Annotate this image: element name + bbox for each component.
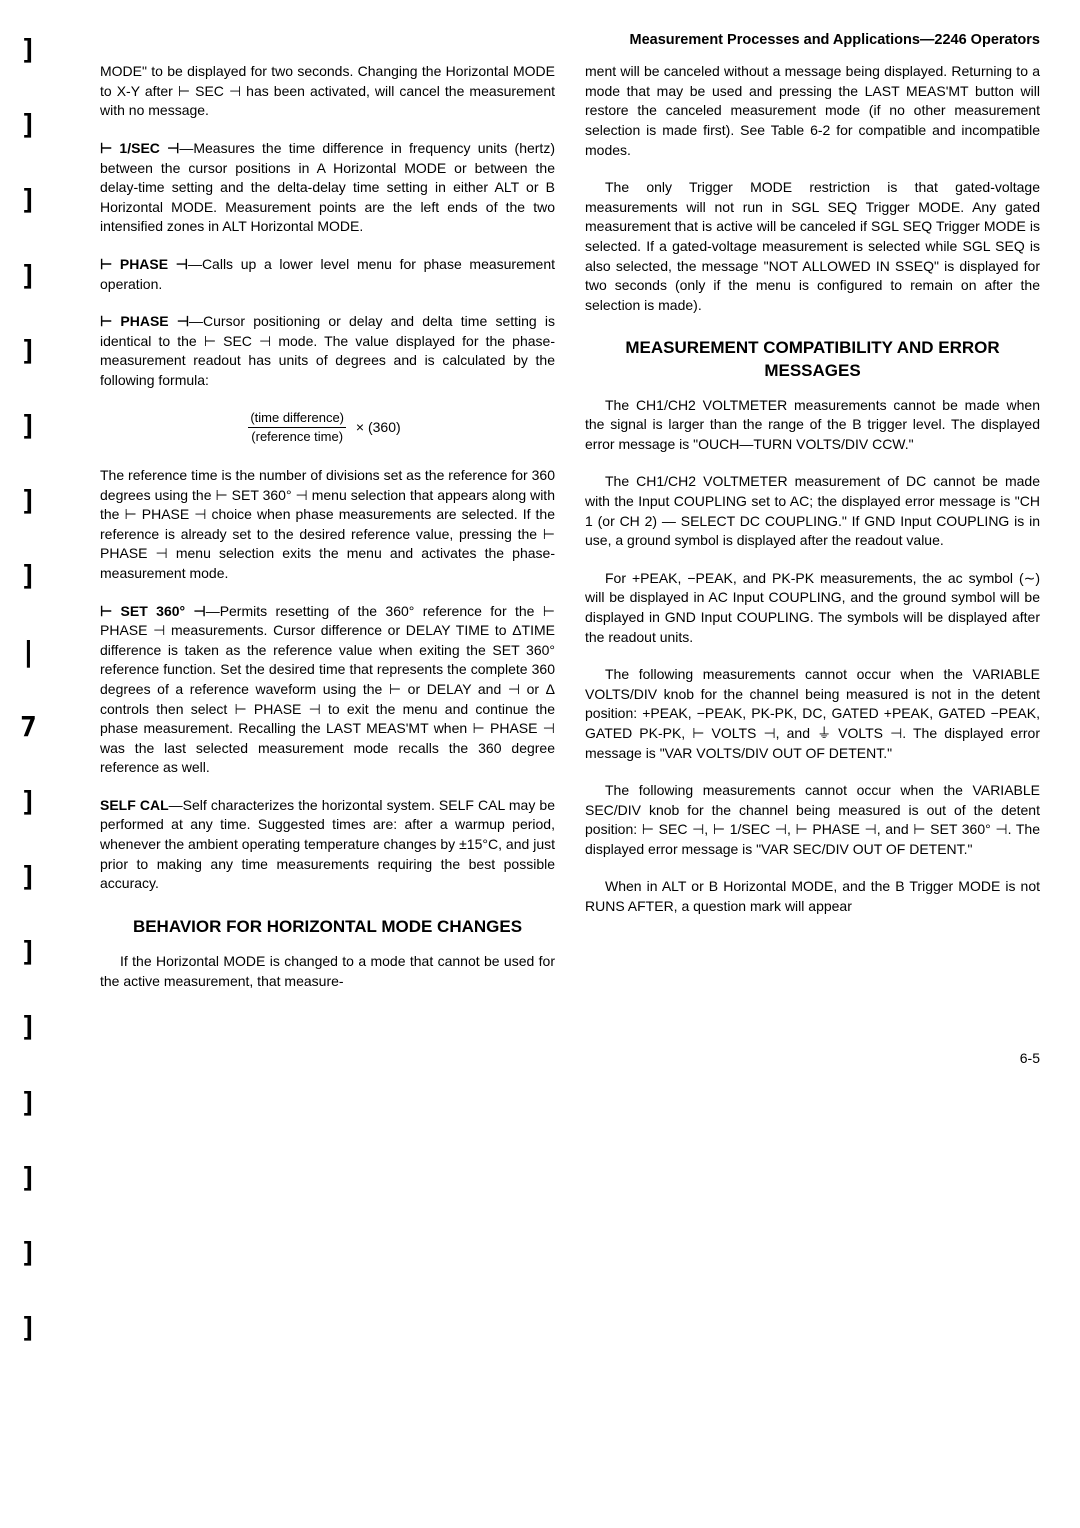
binding-hole-icon: ] [20,331,80,370]
binding-hole-icon: ] [20,857,80,896]
binding-hole-icon: ] [20,406,80,445]
left-p6-bold: ⊢ SET 360° ⊣ [100,603,206,619]
binding-hole-icon: ] [20,1308,80,1347]
left-p7-rest: —Self characterizes the horizontal syste… [100,797,555,891]
right-heading-compat: MEASUREMENT COMPATIBILITY AND ERROR MESS… [585,337,1040,381]
binding-hole-icon: ] [20,180,80,219]
header-row: Measurement Processes and Applications—2… [100,30,1040,50]
right-p2: The only Trigger MODE restriction is tha… [585,178,1040,315]
left-heading-behavior: BEHAVIOR FOR HORIZONTAL MODE CHANGES [100,916,555,938]
binding-holes: ]]]]]]]] | 7]]]]]]]] [20,30,80,1347]
left-p4-bold: ⊢ PHASE ⊣ [100,313,189,329]
right-p6: The following measurements cannot occur … [585,665,1040,763]
binding-hole-icon: ] [20,30,80,69]
left-p3-bold: ⊢ PHASE ⊣ [100,256,188,272]
formula-multiplier: × (360) [356,418,401,438]
binding-hole-icon: ] [20,1158,80,1197]
formula-denominator: (reference time) [248,428,346,446]
left-p6-rest: —Permits resetting of the 360° reference… [100,603,555,776]
left-p7: SELF CAL—Self characterizes the horizont… [100,796,555,894]
left-p3: ⊢ PHASE ⊣—Calls up a lower level menu fo… [100,255,555,294]
binding-hole-icon: ] [20,782,80,821]
binding-hole-icon: ] [20,1083,80,1122]
binding-hole-icon: ] [20,481,80,520]
left-p2: ⊢ 1/SEC ⊣—Measures the time difference i… [100,139,555,237]
right-p7: The following measurements cannot occur … [585,781,1040,859]
binding-hole-icon: 7 [20,707,80,746]
phase-formula: (time difference) (reference time) × (36… [100,409,555,446]
left-p5: The reference time is the number of divi… [100,466,555,584]
binding-hole-icon: ] [20,556,80,595]
left-p4: ⊢ PHASE ⊣—Cursor positioning or delay an… [100,312,555,390]
left-p2-bold: ⊢ 1/SEC ⊣ [100,140,179,156]
left-column: MODE" to be displayed for two seconds. C… [100,62,555,1009]
binding-hole-icon: ] [20,1007,80,1046]
left-p8: If the Horizontal MODE is changed to a m… [100,952,555,991]
binding-hole-icon: ] [20,256,80,295]
right-p8: When in ALT or B Horizontal MODE, and th… [585,877,1040,916]
binding-hole-icon: ] [20,1233,80,1272]
binding-hole-icon: ] [20,105,80,144]
page-number: 6-5 [100,1049,1040,1069]
binding-hole-icon: ] [20,932,80,971]
binding-hole-icon: | [20,632,80,671]
left-p1: MODE" to be displayed for two seconds. C… [100,62,555,121]
left-p7-bold: SELF CAL [100,797,169,813]
formula-numerator: (time difference) [248,409,346,428]
left-p6: ⊢ SET 360° ⊣—Permits resetting of the 36… [100,602,555,778]
right-column: ment will be canceled without a message … [585,62,1040,1009]
right-p4: The CH1/CH2 VOLTMETER measurement of DC … [585,472,1040,550]
header-title: Measurement Processes and Applications—2… [630,30,1040,50]
right-p5: For +PEAK, −PEAK, and PK-PK measurements… [585,569,1040,647]
right-p3: The CH1/CH2 VOLTMETER measurements canno… [585,396,1040,455]
right-p1: ment will be canceled without a message … [585,62,1040,160]
content-columns: MODE" to be displayed for two seconds. C… [100,62,1040,1009]
